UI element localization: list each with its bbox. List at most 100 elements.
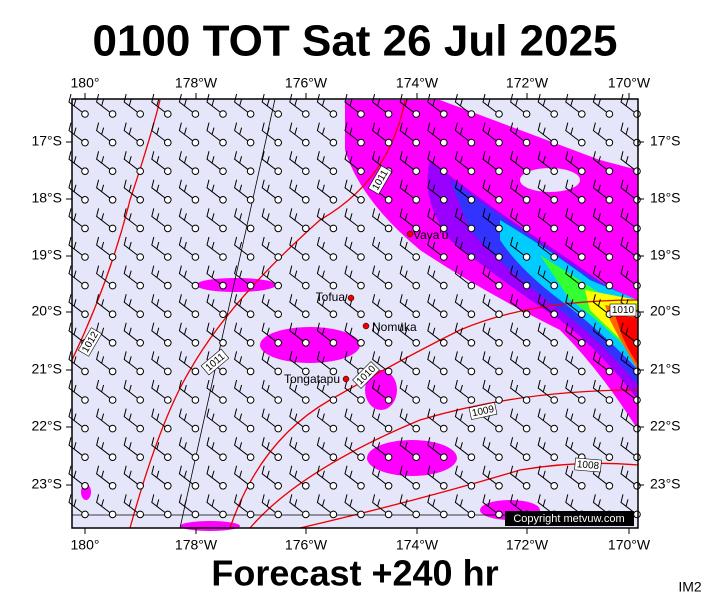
barb-station (522, 367, 531, 376)
barb (372, 322, 386, 342)
barb-station (219, 224, 227, 233)
barb-station (357, 281, 365, 290)
barb-station (578, 224, 586, 233)
barb (620, 494, 635, 513)
barb (178, 208, 193, 227)
barb (482, 93, 497, 113)
barb (316, 322, 331, 342)
title: 0100 TOT Sat 26 Jul 2025 (92, 17, 617, 66)
barb (427, 93, 442, 113)
barb (592, 294, 607, 313)
barb (151, 208, 166, 227)
barb-station (302, 224, 310, 233)
barb-station (605, 253, 614, 261)
barb (592, 265, 607, 284)
barb (427, 294, 442, 313)
barb-station (578, 310, 586, 319)
barb-station (108, 424, 117, 433)
barb (123, 408, 138, 427)
barb-station (412, 367, 421, 376)
barb-station (550, 367, 559, 376)
barb (344, 93, 359, 113)
barb-station (550, 482, 559, 490)
barb (372, 379, 386, 399)
barb (68, 265, 83, 284)
barb (234, 379, 248, 399)
barb-station (605, 167, 614, 175)
barb (68, 151, 83, 170)
barb (592, 494, 607, 513)
barb (316, 265, 331, 284)
barb-station (191, 482, 200, 490)
barb-station (633, 110, 641, 118)
barb-station (412, 138, 421, 147)
barb-station (550, 281, 559, 290)
barb-station (164, 224, 172, 233)
barb-station (467, 281, 476, 290)
barb-station (108, 367, 117, 376)
barb (316, 294, 331, 313)
barb-station (384, 253, 393, 261)
barb (372, 208, 386, 227)
barb (123, 208, 138, 227)
barb-station (302, 253, 310, 261)
barb (151, 351, 166, 370)
barb-station (302, 453, 310, 462)
barb-station (495, 196, 503, 204)
barb (592, 93, 607, 113)
barb (537, 465, 552, 485)
barb-station (522, 310, 531, 319)
barb (565, 322, 580, 342)
barb-station (81, 482, 89, 490)
barb-station (329, 396, 338, 404)
barb-station (302, 167, 310, 175)
barb-station (467, 167, 476, 175)
barb-station (108, 482, 117, 490)
barb-station (384, 224, 393, 233)
barb (96, 93, 110, 113)
barb (151, 265, 166, 284)
barb (123, 179, 138, 199)
barb-station (108, 167, 117, 175)
barb-station (108, 224, 117, 233)
barb-station (191, 339, 200, 347)
barb-station (495, 138, 503, 147)
barb-station (412, 424, 421, 433)
lon-label-top: 172°W (506, 75, 549, 91)
barb-station (550, 224, 559, 233)
barb (620, 93, 635, 113)
barb (96, 208, 110, 227)
barb-station (164, 310, 172, 319)
barb (261, 408, 276, 427)
barb-station (605, 367, 614, 376)
barb (261, 379, 276, 399)
barb (372, 437, 386, 456)
barb (510, 294, 524, 313)
barb-station (605, 339, 614, 347)
barb-station (81, 396, 89, 404)
barb-station (246, 339, 255, 347)
barb-station (219, 281, 227, 290)
barb-station (136, 367, 144, 376)
barb-station (329, 281, 338, 290)
barb (510, 379, 524, 399)
barb-station (302, 510, 310, 519)
copyright-box (505, 511, 634, 526)
barb-station (578, 138, 586, 147)
barb (151, 379, 166, 399)
barb (316, 408, 331, 427)
barb (620, 122, 635, 141)
barb-station (329, 510, 338, 519)
barb (454, 322, 469, 342)
barb (482, 379, 497, 399)
barb-station (191, 167, 200, 175)
barb (206, 208, 221, 227)
barb (427, 494, 442, 513)
barb (592, 322, 607, 342)
barb-station (136, 196, 144, 204)
barb (620, 208, 635, 227)
barb-station (357, 167, 365, 175)
barb-station (384, 396, 393, 404)
barb-station (605, 453, 614, 462)
barb (482, 322, 497, 342)
